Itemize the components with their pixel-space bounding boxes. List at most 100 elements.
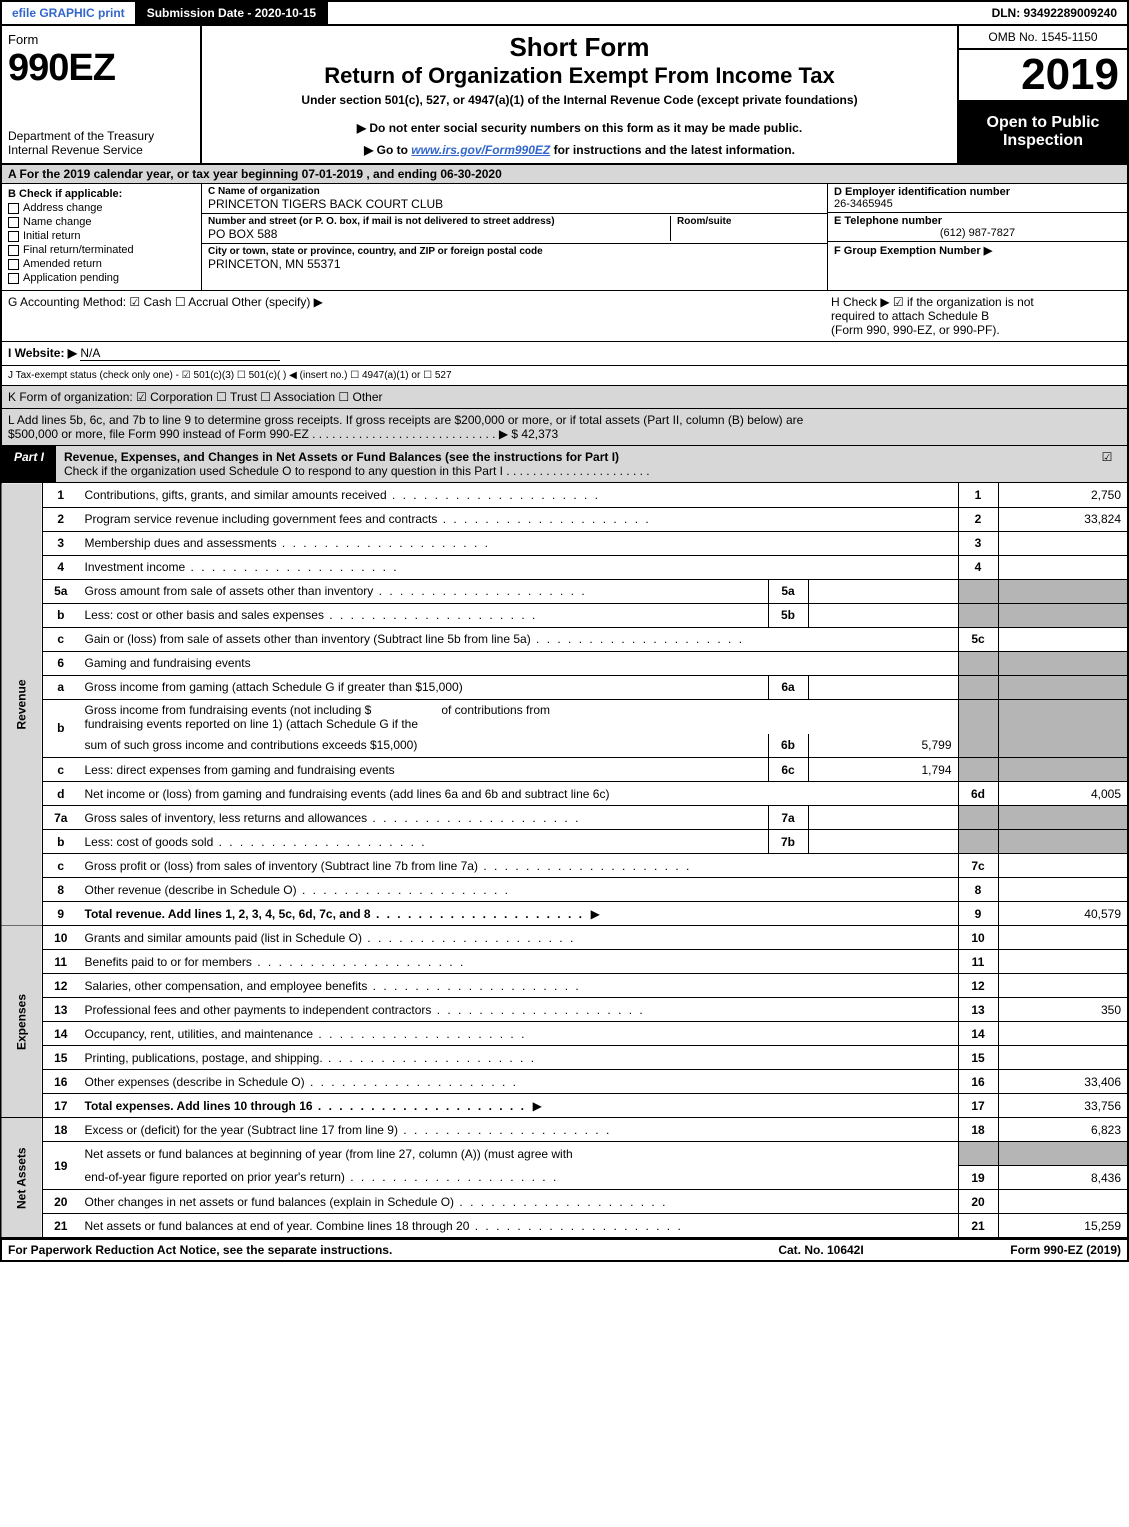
line-rval-shade xyxy=(998,651,1128,675)
line-text: Less: cost or other basis and sales expe… xyxy=(79,603,769,627)
c-city-label: City or town, state or province, country… xyxy=(208,246,821,257)
goto-line: ▶ Go to www.irs.gov/Form990EZ for instru… xyxy=(212,143,947,157)
part1-checkbox[interactable]: ☑ xyxy=(1087,446,1127,482)
line-num: b xyxy=(43,699,79,758)
goto-link[interactable]: www.irs.gov/Form990EZ xyxy=(411,143,550,157)
b-opt-5: Application pending xyxy=(23,272,119,284)
row-k: K Form of organization: ☑ Corporation ☐ … xyxy=(0,386,1129,409)
line-rval: 4,005 xyxy=(998,782,1128,806)
line-num: 7a xyxy=(43,806,79,830)
line-num: a xyxy=(43,675,79,699)
d-value: 26-3465945 xyxy=(834,198,1121,210)
footer-left: For Paperwork Reduction Act Notice, see … xyxy=(8,1243,721,1257)
line-rval-shade xyxy=(998,758,1128,782)
footer-right: Form 990-EZ (2019) xyxy=(921,1243,1121,1257)
mid-val xyxy=(808,830,958,854)
mid-num: 6b xyxy=(768,734,808,758)
cb-name-change[interactable] xyxy=(8,217,19,228)
line-rval xyxy=(998,1190,1128,1214)
b-title: B Check if applicable: xyxy=(8,188,195,200)
cb-initial-return[interactable] xyxy=(8,231,19,242)
line-num: 14 xyxy=(43,1022,79,1046)
line-rnum-shade xyxy=(958,651,998,675)
d-label: D Employer identification number xyxy=(834,186,1121,198)
line-rnum-shade xyxy=(958,603,998,627)
b-opt-0: Address change xyxy=(23,202,103,214)
line-text: Salaries, other compensation, and employ… xyxy=(79,974,959,998)
mid-val xyxy=(808,675,958,699)
line-text: Gross sales of inventory, less returns a… xyxy=(79,806,769,830)
line-rval: 350 xyxy=(998,998,1128,1022)
line-num: b xyxy=(43,830,79,854)
goto-post: for instructions and the latest informat… xyxy=(550,143,795,157)
submission-date: Submission Date - 2020-10-15 xyxy=(137,2,328,24)
line-rval xyxy=(998,1022,1128,1046)
line-text: Net income or (loss) from gaming and fun… xyxy=(79,782,959,806)
form-header: Form 990EZ Department of the Treasury In… xyxy=(0,26,1129,165)
mid-val xyxy=(808,603,958,627)
line-rval-shade xyxy=(998,830,1128,854)
part1-tag: Part I xyxy=(2,446,56,482)
mid-val xyxy=(808,806,958,830)
line-rnum-shade xyxy=(958,579,998,603)
line-rnum-shade xyxy=(958,1142,998,1166)
c-name-value: PRINCETON TIGERS BACK COURT CLUB xyxy=(208,197,821,211)
h-line3: (Form 990, 990-EZ, or 990-PF). xyxy=(831,323,1121,337)
line-num: 3 xyxy=(43,531,79,555)
page-footer: For Paperwork Reduction Act Notice, see … xyxy=(0,1238,1129,1262)
line-rnum-shade xyxy=(958,699,998,758)
line-num: 12 xyxy=(43,974,79,998)
mid-num: 5a xyxy=(768,579,808,603)
form-number: 990EZ xyxy=(8,47,115,89)
i-label: I Website: ▶ xyxy=(8,346,77,360)
h-line1: H Check ▶ ☑ if the organization is not xyxy=(831,295,1121,309)
efile-print-link[interactable]: efile GRAPHIC print xyxy=(2,2,137,24)
part1-title-text: Revenue, Expenses, and Changes in Net As… xyxy=(64,450,619,464)
line-text: Investment income xyxy=(79,555,959,579)
line-rnum: 14 xyxy=(958,1022,998,1046)
row-l: L Add lines 5b, 6c, and 7b to line 9 to … xyxy=(0,409,1129,446)
line-rnum: 1 xyxy=(958,483,998,507)
line-num: d xyxy=(43,782,79,806)
cb-application-pending[interactable] xyxy=(8,273,19,284)
topbar-spacer xyxy=(328,2,981,24)
b-opt-4: Amended return xyxy=(23,258,102,270)
mid-val: 5,799 xyxy=(808,734,958,758)
dept-line2: Internal Revenue Service xyxy=(8,143,194,157)
header-left: Form 990EZ Department of the Treasury In… xyxy=(2,26,202,163)
department: Department of the Treasury Internal Reve… xyxy=(8,129,194,157)
line-rnum: 5c xyxy=(958,627,998,651)
line-rval-shade xyxy=(998,603,1128,627)
line-rnum: 17 xyxy=(958,1094,998,1118)
line-rnum: 10 xyxy=(958,926,998,950)
cb-amended-return[interactable] xyxy=(8,259,19,270)
line-text: Other expenses (describe in Schedule O) xyxy=(79,1070,959,1094)
line-rval: 40,579 xyxy=(998,902,1128,926)
mid-num: 7b xyxy=(768,830,808,854)
line-text: Printing, publications, postage, and shi… xyxy=(79,1046,959,1070)
line-rval-shade xyxy=(998,675,1128,699)
line-rval xyxy=(998,854,1128,878)
line-rval-shade xyxy=(998,1142,1128,1166)
cb-address-change[interactable] xyxy=(8,203,19,214)
e-label: E Telephone number xyxy=(834,215,1121,227)
mid-num: 6a xyxy=(768,675,808,699)
section-c: C Name of organization PRINCETON TIGERS … xyxy=(202,184,827,290)
line-num: 15 xyxy=(43,1046,79,1070)
line-rval xyxy=(998,926,1128,950)
cb-final-return[interactable] xyxy=(8,245,19,256)
line-num: 17 xyxy=(43,1094,79,1118)
line-text: Net assets or fund balances at end of ye… xyxy=(79,1214,959,1238)
subtitle: Under section 501(c), 527, or 4947(a)(1)… xyxy=(212,93,947,107)
c-addr-label: Number and street (or P. O. box, if mail… xyxy=(208,216,670,227)
line-rval: 15,259 xyxy=(998,1214,1128,1238)
b-opt-1: Name change xyxy=(23,216,92,228)
line-rnum-shade xyxy=(958,830,998,854)
line-num: 20 xyxy=(43,1190,79,1214)
row-a-tax-year: A For the 2019 calendar year, or tax yea… xyxy=(0,165,1129,184)
line-rnum: 16 xyxy=(958,1070,998,1094)
b-opt-2: Initial return xyxy=(23,230,80,242)
line-rnum: 20 xyxy=(958,1190,998,1214)
mid-val: 1,794 xyxy=(808,758,958,782)
mid-num: 6c xyxy=(768,758,808,782)
